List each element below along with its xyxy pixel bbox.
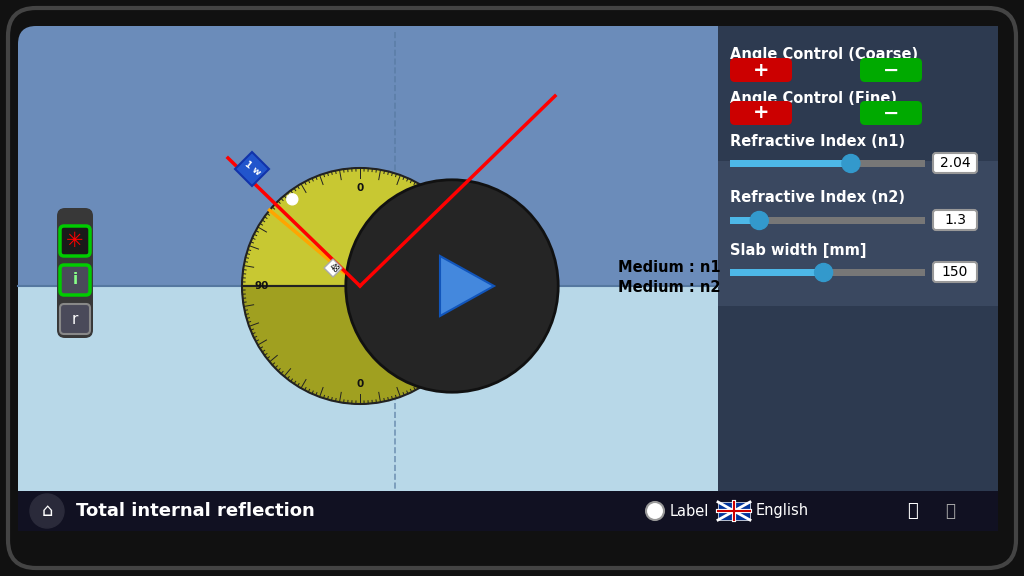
FancyBboxPatch shape bbox=[933, 210, 977, 230]
Circle shape bbox=[646, 502, 664, 520]
Bar bbox=[18, 286, 718, 531]
Bar bbox=[730, 160, 925, 167]
FancyBboxPatch shape bbox=[8, 8, 1016, 568]
FancyBboxPatch shape bbox=[860, 58, 922, 82]
Text: Angle Control (Fine): Angle Control (Fine) bbox=[730, 90, 897, 105]
Text: i: i bbox=[73, 272, 78, 287]
Text: Slab width [mm]: Slab width [mm] bbox=[730, 244, 866, 259]
FancyBboxPatch shape bbox=[933, 262, 977, 282]
Text: ✳: ✳ bbox=[67, 231, 84, 251]
Text: Medium : n2: Medium : n2 bbox=[618, 281, 721, 295]
FancyBboxPatch shape bbox=[860, 101, 922, 125]
Text: Label: Label bbox=[670, 503, 710, 518]
Circle shape bbox=[346, 180, 558, 392]
Circle shape bbox=[751, 211, 768, 229]
Text: Medium : n1: Medium : n1 bbox=[618, 260, 721, 275]
FancyBboxPatch shape bbox=[730, 58, 792, 82]
Text: +: + bbox=[753, 104, 769, 123]
FancyBboxPatch shape bbox=[60, 265, 90, 295]
FancyBboxPatch shape bbox=[60, 226, 90, 256]
FancyBboxPatch shape bbox=[18, 26, 998, 531]
Wedge shape bbox=[242, 286, 478, 404]
Text: 90: 90 bbox=[255, 281, 269, 291]
Text: 0: 0 bbox=[356, 379, 364, 389]
Text: 1.3: 1.3 bbox=[944, 213, 966, 227]
Bar bbox=[718, 502, 750, 520]
Text: Refractive Index (n2): Refractive Index (n2) bbox=[730, 191, 905, 206]
Circle shape bbox=[815, 263, 833, 282]
Bar bbox=[730, 269, 823, 276]
Bar bbox=[18, 491, 998, 531]
Text: ⌂: ⌂ bbox=[41, 502, 52, 520]
Text: −: − bbox=[883, 104, 899, 123]
Text: 0: 0 bbox=[356, 183, 364, 193]
Text: −: − bbox=[883, 60, 899, 79]
Text: 90: 90 bbox=[451, 281, 465, 291]
Polygon shape bbox=[234, 152, 269, 186]
Bar bbox=[730, 217, 925, 224]
Text: ⛶: ⛶ bbox=[906, 502, 918, 520]
FancyBboxPatch shape bbox=[60, 304, 90, 334]
Circle shape bbox=[287, 194, 298, 205]
Polygon shape bbox=[440, 256, 494, 316]
Text: Total internal reflection: Total internal reflection bbox=[76, 502, 314, 520]
Circle shape bbox=[30, 494, 63, 528]
Text: 150: 150 bbox=[942, 265, 968, 279]
Bar bbox=[730, 160, 851, 167]
Bar bbox=[730, 217, 759, 224]
Text: r: r bbox=[72, 312, 78, 327]
Text: Refractive Index (n1): Refractive Index (n1) bbox=[730, 134, 905, 149]
Text: English: English bbox=[756, 503, 809, 518]
Bar bbox=[730, 269, 925, 276]
Text: 1 w: 1 w bbox=[244, 159, 263, 177]
FancyBboxPatch shape bbox=[57, 208, 93, 338]
Bar bbox=[718, 161, 998, 306]
Text: 2.04: 2.04 bbox=[940, 156, 971, 170]
Text: 48: 48 bbox=[328, 262, 341, 275]
Wedge shape bbox=[242, 168, 478, 286]
FancyBboxPatch shape bbox=[730, 101, 792, 125]
FancyBboxPatch shape bbox=[933, 153, 977, 173]
Text: Angle Control (Coarse): Angle Control (Coarse) bbox=[730, 47, 919, 63]
Bar bbox=[718, 26, 998, 531]
Text: +: + bbox=[753, 60, 769, 79]
Circle shape bbox=[842, 154, 860, 172]
Polygon shape bbox=[324, 259, 342, 277]
Text: ⦻: ⦻ bbox=[945, 502, 955, 520]
